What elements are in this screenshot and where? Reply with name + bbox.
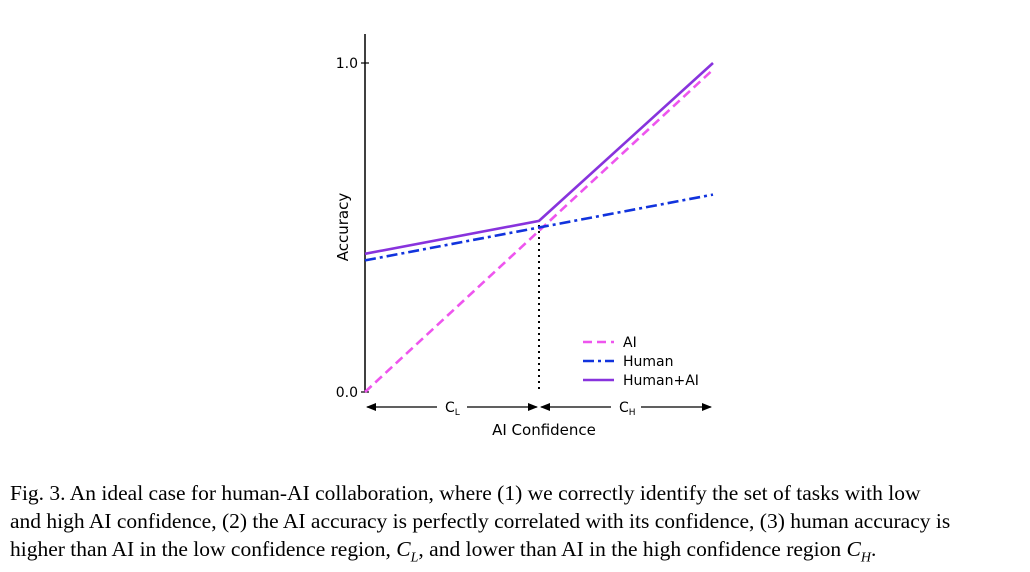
caption-line-1: Fig. 3. An ideal case for human-AI colla… [10, 481, 921, 505]
legend-label-2: Human+AI [623, 373, 699, 389]
series-line-human [364, 193, 714, 262]
x-axis-label: AI Confidence [492, 421, 596, 439]
region-label-sub-1: H [629, 408, 636, 418]
region-label-0: CL [445, 400, 460, 418]
y-tick-label-0: 0.0 [336, 385, 358, 401]
chart-legend: AI Human Human+AI [583, 335, 699, 389]
legend-label-1: Human [623, 354, 674, 370]
region-label-1: CH [619, 400, 636, 418]
caption-math-symbol: CH [846, 537, 871, 566]
figure-caption: Fig. 3. An ideal case for human-AI colla… [10, 479, 1025, 572]
region-label-sub-0: L [455, 408, 460, 418]
caption-math-symbol: CL [396, 537, 419, 566]
series-line-ai [364, 68, 714, 393]
series-line-human-ai [364, 62, 714, 256]
caption-line-2: and high AI confidence, (2) the AI accur… [10, 509, 951, 533]
y-axis-label: Accuracy [334, 193, 352, 262]
chart-axes: 0.0 1.0 Accuracy AI Confidence [334, 34, 596, 439]
legend-label-0: AI [623, 335, 637, 351]
figure-chart: 0.0 1.0 Accuracy AI Confidence CL CH AI Human… [334, 34, 714, 439]
chart-series [364, 62, 714, 393]
y-tick-label-1: 1.0 [336, 56, 358, 72]
confidence-regions: CL CH [366, 400, 712, 418]
caption-line-3: higher than AI in the low confidence reg… [10, 537, 877, 566]
